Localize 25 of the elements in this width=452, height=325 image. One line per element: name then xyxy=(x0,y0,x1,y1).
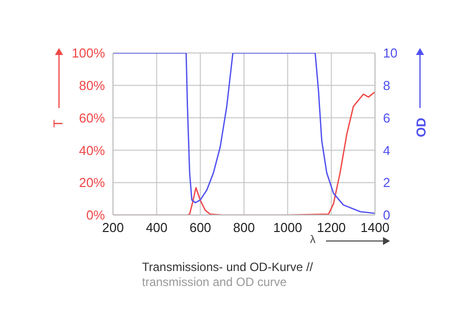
y-axis-title: T xyxy=(50,120,66,128)
y2-tick-label: 2 xyxy=(383,175,390,190)
y2-tick-label: 4 xyxy=(383,142,390,158)
y-tick-label: 0% xyxy=(86,208,106,223)
y2-tick-label: 8 xyxy=(383,78,390,94)
x-tick-label: 1200 xyxy=(316,220,346,236)
y-tick-label: 60% xyxy=(78,110,106,126)
y2-axis-title: OD xyxy=(413,118,428,138)
y-tick-label: 40% xyxy=(78,142,106,158)
text: transmission and OD curve xyxy=(142,275,287,289)
y-tick-label: 80% xyxy=(78,78,106,94)
y2-tick-label: 6 xyxy=(383,110,390,126)
x-tick-label: 600 xyxy=(189,220,212,236)
y-tick-label: 100% xyxy=(72,46,106,61)
line-series xyxy=(113,53,375,214)
x-axis-title: λ xyxy=(310,234,316,246)
x-tick-label: 200 xyxy=(102,220,124,236)
y-tick-label: 20% xyxy=(78,175,106,190)
text: Transmissions- und OD-Kurve // xyxy=(142,260,313,274)
x-tick-label: 1400 xyxy=(360,220,390,236)
y2-tick-label: 0 xyxy=(383,208,390,223)
x-tick-label: 800 xyxy=(233,220,255,236)
x-tick-label: 400 xyxy=(146,220,168,236)
x-tick-label: 1000 xyxy=(273,220,302,236)
y2-tick-label: 10 xyxy=(383,46,398,61)
